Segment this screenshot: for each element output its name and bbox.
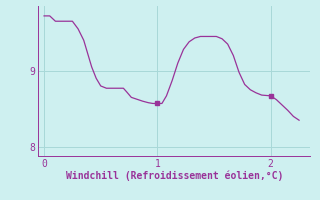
X-axis label: Windchill (Refroidissement éolien,°C): Windchill (Refroidissement éolien,°C) (66, 170, 283, 181)
